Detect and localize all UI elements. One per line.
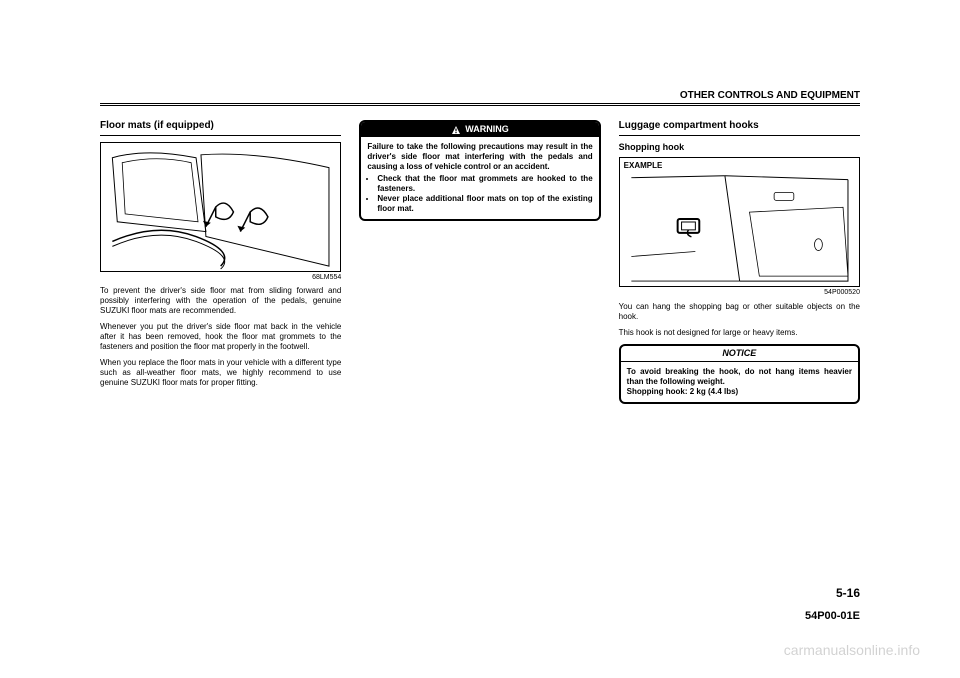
example-label: EXAMPLE [624, 161, 663, 171]
warning-bullet-2: Never place additional floor mats on top… [377, 194, 592, 214]
col1-heading: Floor mats (if equipped) [100, 120, 341, 136]
watermark: carmanualsonline.info [784, 642, 920, 658]
warning-triangle-icon [451, 125, 461, 135]
notice-body: To avoid breaking the hook, do not hang … [621, 362, 858, 402]
notice-body-2: Shopping hook: 2 kg (4.4 lbs) [627, 387, 852, 397]
figure-code-1: 68LM554 [100, 274, 341, 283]
manual-page: OTHER CONTROLS AND EQUIPMENT Floor mats … [0, 0, 960, 678]
document-code: 54P00-01E [805, 610, 860, 622]
col3-para2: This hook is not designed for large or h… [619, 328, 860, 338]
warning-header: WARNING [361, 122, 598, 137]
column-layout: Floor mats (if equipped) [100, 120, 860, 404]
section-title: OTHER CONTROLS AND EQUIPMENT [100, 90, 860, 101]
column-2: WARNING Failure to take the following pr… [359, 120, 600, 404]
column-3: Luggage compartment hooks Shopping hook … [619, 120, 860, 404]
col1-para2: Whenever you put the driver's side floor… [100, 322, 341, 352]
col3-subheading: Shopping hook [619, 142, 860, 153]
header-rule [100, 103, 860, 106]
warning-body: Failure to take the following precaution… [361, 137, 598, 219]
col1-para1: To prevent the driver's side floor mat f… [100, 286, 341, 316]
page-number: 5-16 [836, 586, 860, 600]
col1-para3: When you replace the floor mats in your … [100, 358, 341, 388]
warning-bullet-1: Check that the floor mat grommets are ho… [377, 174, 592, 194]
floor-mat-illustration [101, 143, 340, 271]
column-1: Floor mats (if equipped) [100, 120, 341, 404]
col3-heading: Luggage compartment hooks [619, 120, 860, 136]
warning-title: WARNING [465, 124, 509, 135]
warning-box: WARNING Failure to take the following pr… [359, 120, 600, 221]
figure-code-2: 54P000520 [619, 289, 860, 298]
shopping-hook-illustration [620, 158, 859, 286]
col3-para1: You can hang the shopping bag or other s… [619, 302, 860, 322]
figure-floor-mats [100, 142, 341, 272]
notice-box: NOTICE To avoid breaking the hook, do no… [619, 344, 860, 404]
notice-title: NOTICE [621, 346, 858, 362]
warning-intro: Failure to take the following precaution… [367, 142, 592, 172]
notice-body-1: To avoid breaking the hook, do not hang … [627, 367, 852, 387]
figure-shopping-hook: EXAMPLE [619, 157, 860, 287]
